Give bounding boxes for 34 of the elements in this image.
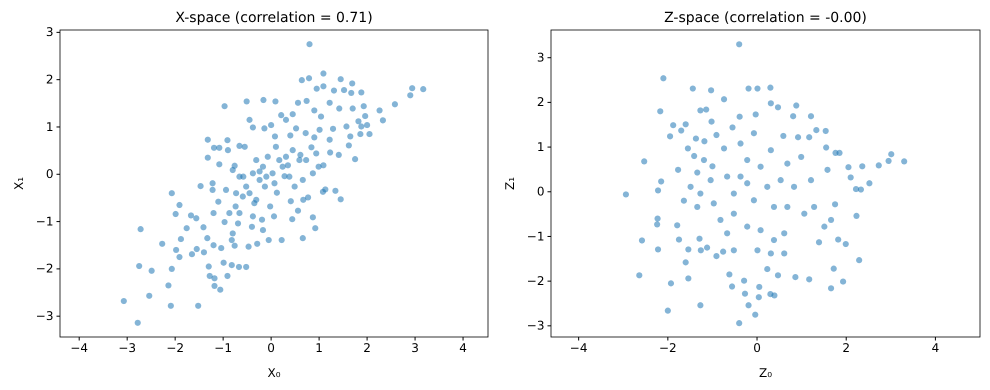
chart-title: X-space (correlation = 0.71) xyxy=(175,10,373,26)
y-tick-label: −2 xyxy=(36,262,54,276)
y-tick-label: −1 xyxy=(526,229,544,244)
y-tick-label: −1 xyxy=(36,214,54,228)
x-tick-label: 3 xyxy=(411,341,419,356)
x-tick-label: −1 xyxy=(214,341,232,356)
y-tick-label: 2 xyxy=(46,72,54,87)
x-tick-label: 4 xyxy=(932,341,940,356)
y-axis-title: Z₁ xyxy=(503,176,517,190)
x-tick-label: 1 xyxy=(315,341,323,356)
y-tick-label: −3 xyxy=(526,318,544,333)
y-tick-label: 3 xyxy=(46,25,54,40)
y-axis-title: X₁ xyxy=(12,176,26,190)
x-tick-label: −4 xyxy=(70,341,88,356)
chart-title: Z-space (correlation = -0.00) xyxy=(664,10,867,26)
x-tick-label: −4 xyxy=(570,341,588,356)
y-tick-label: 1 xyxy=(46,120,54,134)
x-tick-label: 0 xyxy=(267,341,275,356)
x-tick-label: 2 xyxy=(842,341,850,356)
y-tick-label: 1 xyxy=(536,140,544,154)
x-tick-label: 2 xyxy=(363,341,371,356)
x-tick-label: −3 xyxy=(118,341,136,356)
x-tick-label: 4 xyxy=(459,341,467,356)
y-tick-label: −3 xyxy=(36,309,54,324)
x-tick-label: 0 xyxy=(753,341,761,356)
x-tick-label: −2 xyxy=(658,341,677,356)
y-tick-label: 0 xyxy=(46,167,54,182)
y-tick-label: −2 xyxy=(526,274,544,288)
y-tick-label: 3 xyxy=(536,50,544,65)
x-tick-label: −2 xyxy=(166,341,184,356)
y-tick-label: 2 xyxy=(536,95,544,110)
x-axis-title: X₀ xyxy=(267,366,281,380)
x-axis-title: Z₀ xyxy=(758,366,772,380)
y-tick-label: 0 xyxy=(536,184,544,199)
